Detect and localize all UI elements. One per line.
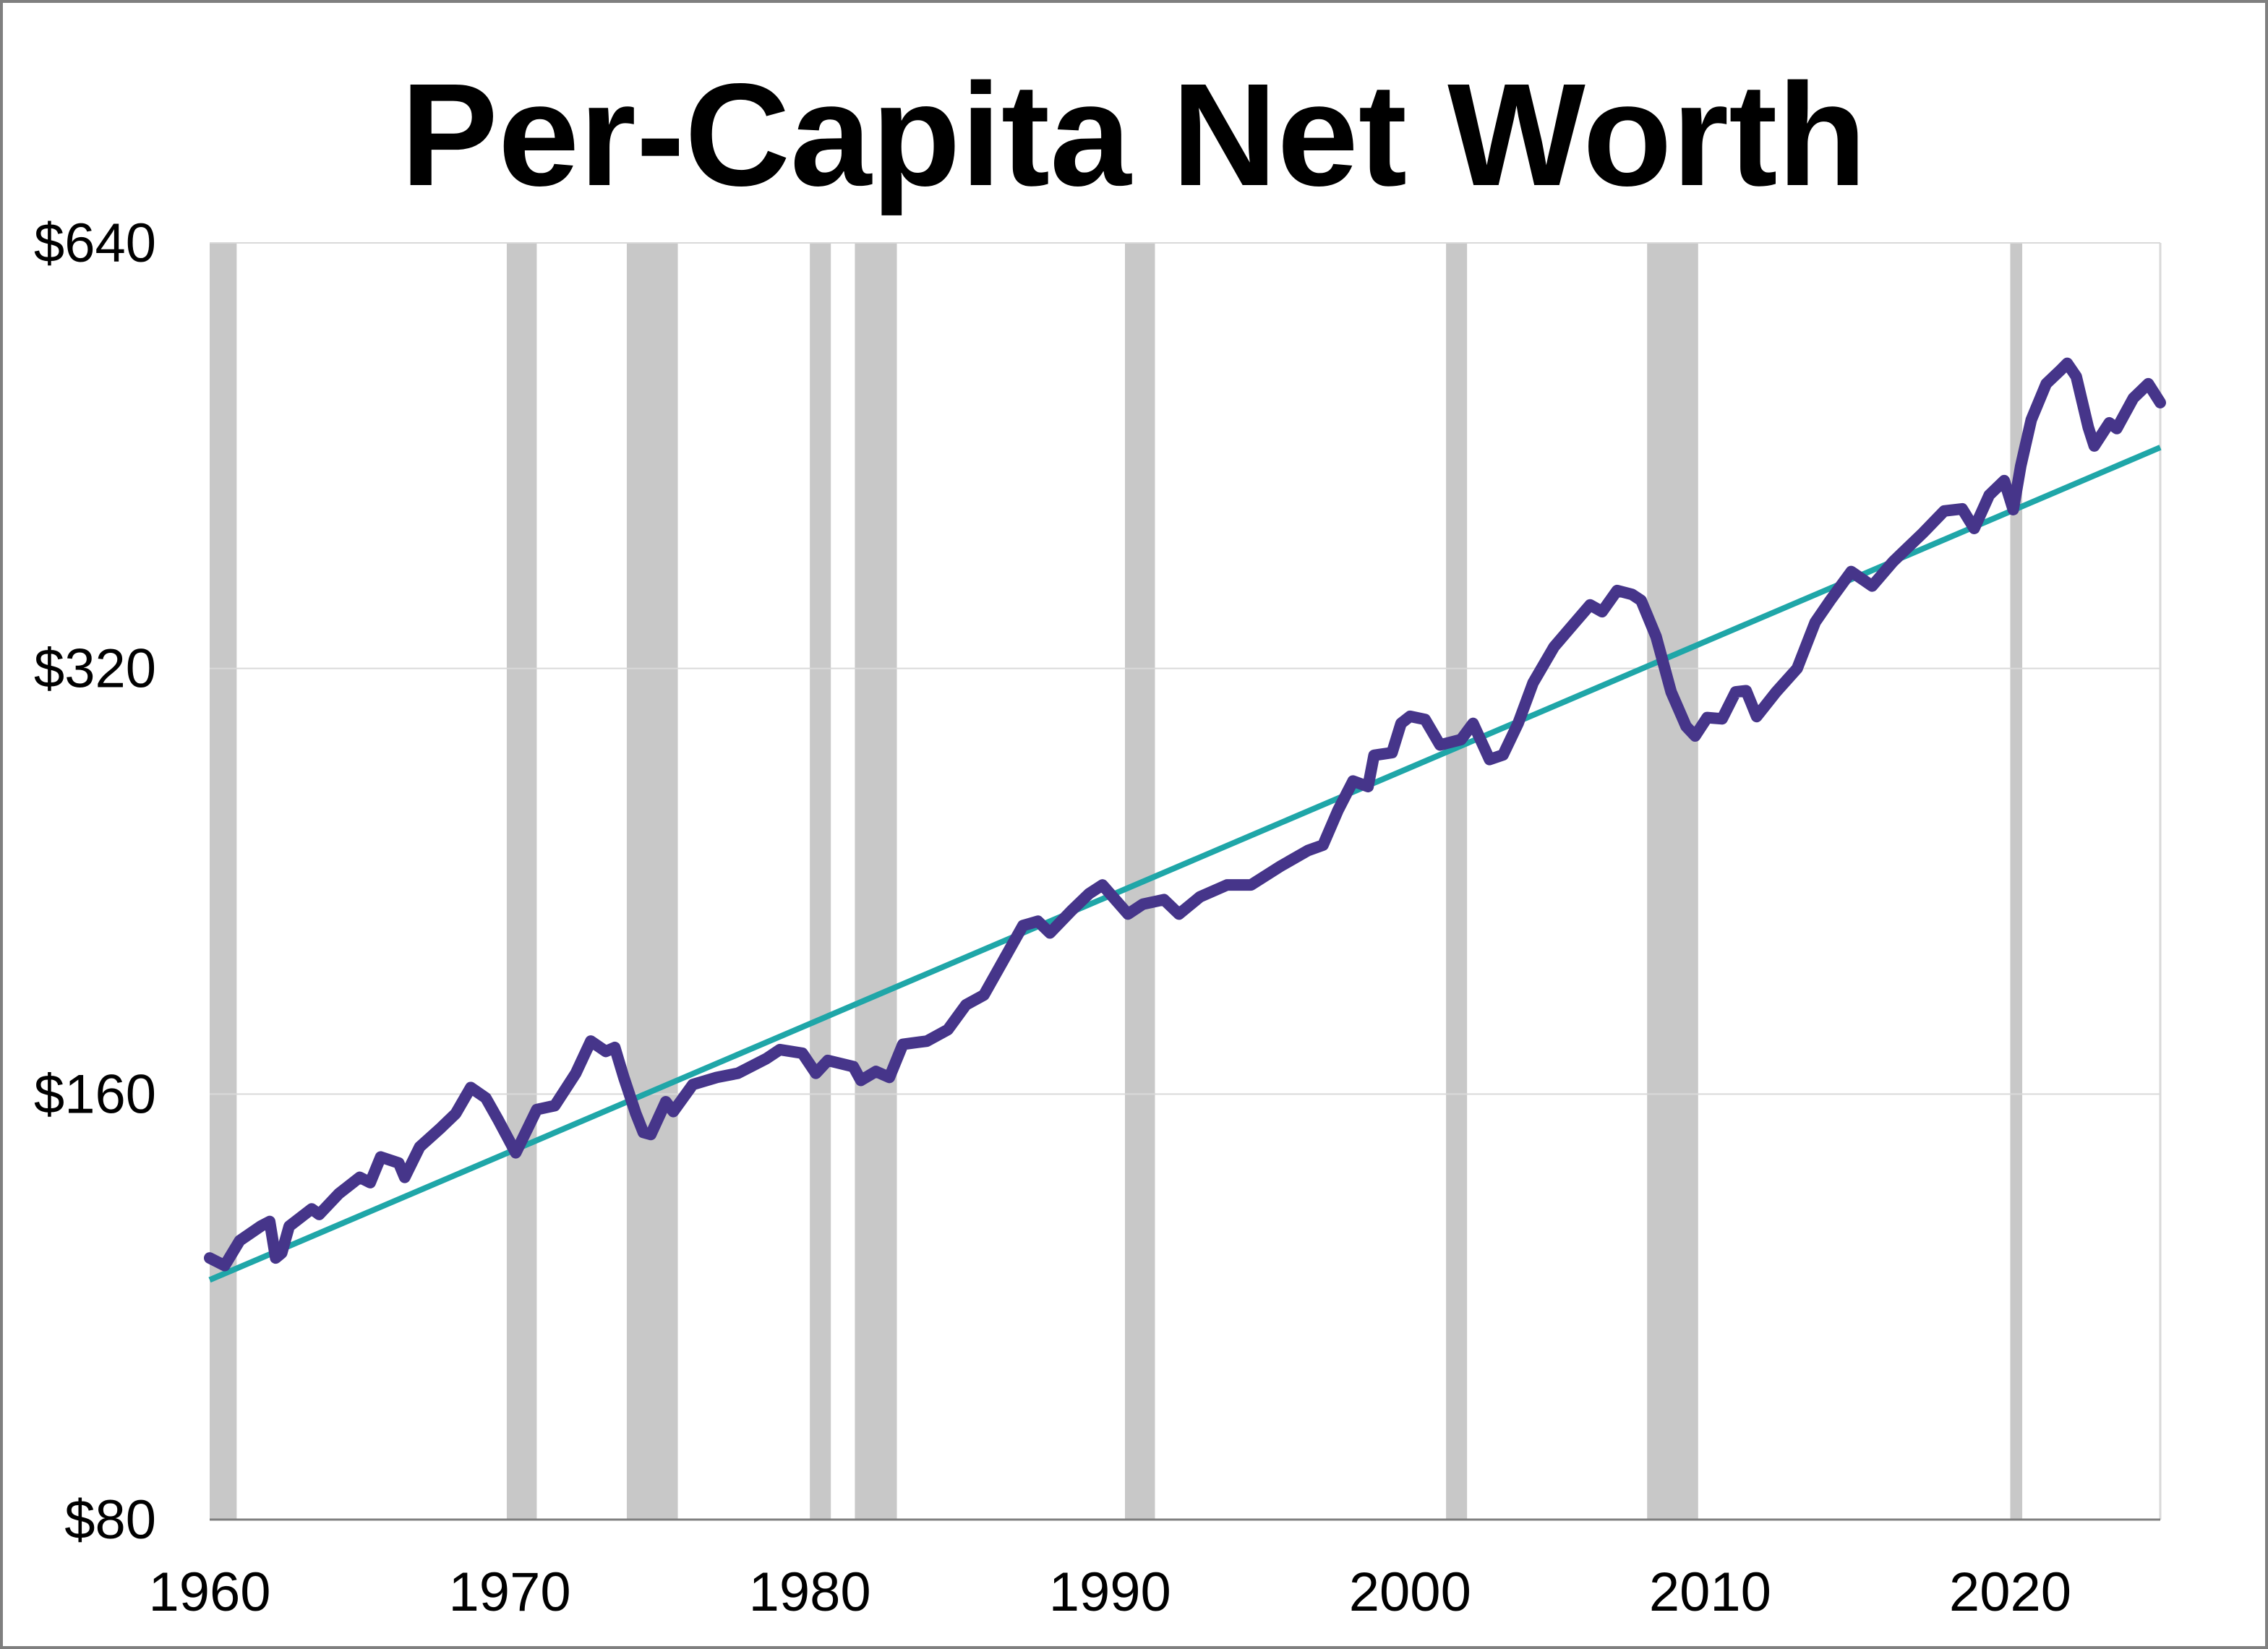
x-tick-label: 1960 xyxy=(148,1562,270,1623)
recession-band xyxy=(626,243,678,1520)
net-worth-series-line xyxy=(204,357,2166,1272)
y-tick-label: $640 xyxy=(34,213,156,274)
x-axis-labels: 1960 1970 1980 1990 2000 2010 2020 xyxy=(148,1562,2071,1623)
x-tick-label: 2010 xyxy=(1649,1562,1771,1623)
recession-band xyxy=(210,243,237,1520)
x-tick-label: 1970 xyxy=(449,1562,571,1623)
recession-band xyxy=(855,243,897,1520)
y-axis-labels: $80 $160 $320 $640 xyxy=(34,213,156,1551)
y-tick-label: $80 xyxy=(64,1489,156,1551)
gridlines xyxy=(210,242,2162,1520)
recession-band xyxy=(810,243,831,1520)
x-tick-label: 2000 xyxy=(1349,1562,1471,1623)
recession-bands xyxy=(210,243,2023,1520)
recession-band xyxy=(2010,243,2023,1520)
y-tick-label: $160 xyxy=(34,1063,156,1125)
x-tick-label: 2020 xyxy=(1949,1562,2071,1623)
x-tick-label: 1980 xyxy=(749,1562,871,1623)
chart-title: Per-Capita Net Worth xyxy=(401,53,1867,216)
recession-band xyxy=(1647,243,1698,1520)
y-tick-label: $320 xyxy=(34,638,156,700)
x-tick-label: 1990 xyxy=(1049,1562,1171,1623)
recession-band xyxy=(506,243,537,1520)
recession-band xyxy=(1446,243,1468,1520)
